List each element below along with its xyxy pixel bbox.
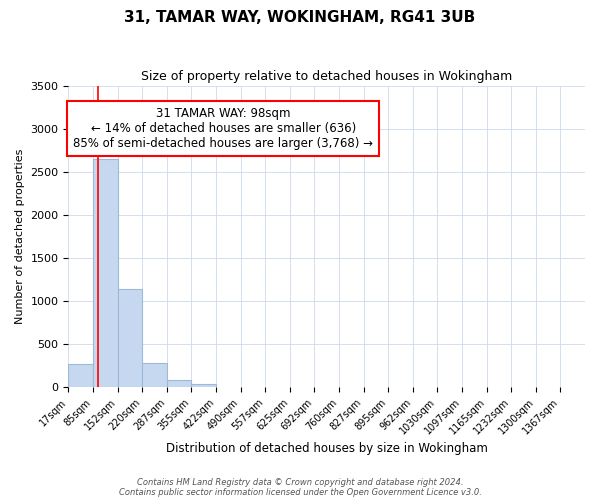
Bar xyxy=(93,159,118,388)
Title: Size of property relative to detached houses in Wokingham: Size of property relative to detached ho… xyxy=(141,70,512,83)
Text: 31, TAMAR WAY, WOKINGHAM, RG41 3UB: 31, TAMAR WAY, WOKINGHAM, RG41 3UB xyxy=(124,10,476,25)
Text: 31 TAMAR WAY: 98sqm
← 14% of detached houses are smaller (636)
85% of semi-detac: 31 TAMAR WAY: 98sqm ← 14% of detached ho… xyxy=(73,106,373,150)
X-axis label: Distribution of detached houses by size in Wokingham: Distribution of detached houses by size … xyxy=(166,442,488,455)
Bar xyxy=(167,380,191,388)
Bar xyxy=(142,364,167,388)
Bar xyxy=(118,289,142,388)
Bar xyxy=(68,364,93,388)
Bar xyxy=(191,384,216,388)
Y-axis label: Number of detached properties: Number of detached properties xyxy=(15,149,25,324)
Text: Contains HM Land Registry data © Crown copyright and database right 2024.
Contai: Contains HM Land Registry data © Crown c… xyxy=(119,478,481,497)
